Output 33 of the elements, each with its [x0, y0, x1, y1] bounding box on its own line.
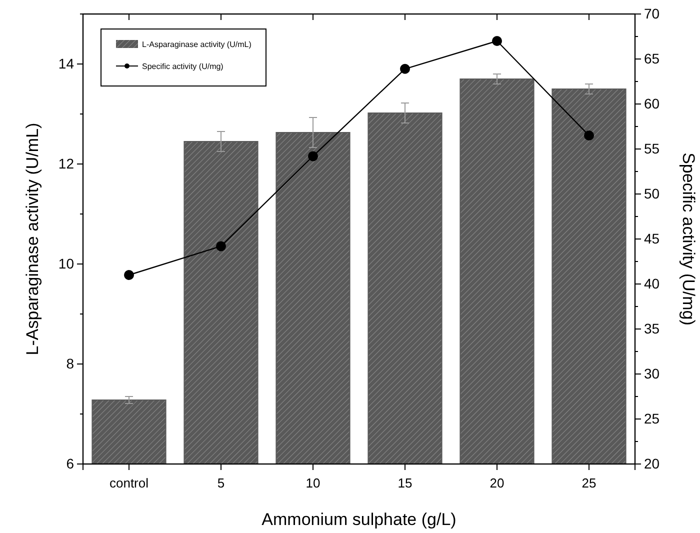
x-tick-label: 20	[490, 475, 504, 490]
x-axis-title: Ammonium sulphate (g/L)	[262, 510, 456, 529]
y-tick-label: 6	[66, 455, 74, 472]
y-tick-label: 8	[66, 355, 74, 372]
y-tick-label: 10	[58, 255, 74, 272]
point	[492, 36, 502, 46]
y-tick-label: 12	[58, 155, 74, 172]
y2-tick-label: 20	[644, 455, 660, 472]
x-tick-label: control	[109, 475, 149, 490]
y-axis-title: L-Asparaginase activity (U/mL)	[23, 122, 42, 356]
y2-tick-label: 50	[644, 185, 660, 202]
y-tick-label: 14	[58, 55, 74, 72]
x-tick-label: 15	[398, 475, 412, 490]
y2-tick-label: 70	[644, 5, 660, 22]
y2-tick-label: 45	[644, 230, 660, 246]
y2-tick-label: 55	[644, 140, 660, 156]
point	[308, 151, 318, 162]
y2-tick-label: 60	[644, 95, 660, 112]
x-tick-label: 10	[306, 475, 320, 490]
x-tick-label: 5	[217, 475, 225, 490]
point	[124, 270, 134, 280]
y2-tick-label: 35	[644, 320, 660, 336]
legend-label: Specific activity (U/mg)	[142, 62, 224, 71]
point	[216, 241, 226, 252]
y2-axis-title: Specific activity (U/mg)	[679, 152, 698, 326]
y2-tick-label: 40	[644, 275, 660, 292]
legend-label: L-Asparaginase activity (U/mL)	[142, 40, 252, 49]
y2-tick-label: 25	[644, 410, 660, 426]
point	[400, 64, 410, 74]
y2-tick-label: 65	[644, 50, 660, 66]
y2-tick-label: 30	[644, 365, 660, 382]
point	[584, 130, 594, 140]
x-tick-label: 25	[582, 475, 596, 490]
